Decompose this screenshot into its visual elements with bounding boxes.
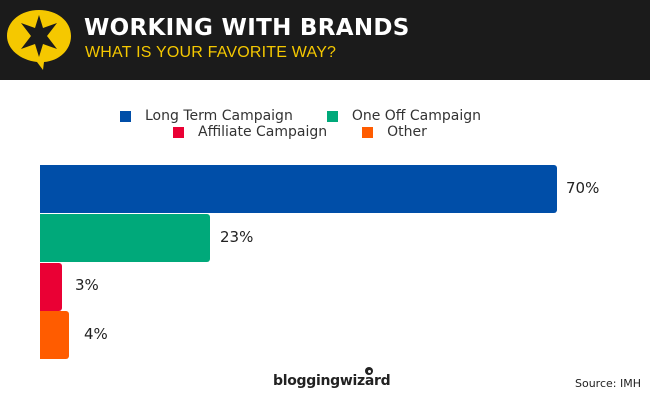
bar-affiliate: [40, 263, 62, 311]
legend-label: Long Term Campaign: [145, 108, 293, 124]
legend-label: Affiliate Campaign: [198, 124, 328, 140]
speech-bubble-star-icon: [7, 10, 71, 70]
bar-other: [40, 311, 69, 359]
bar-one-off: [40, 214, 210, 262]
legend-item-affiliate: Affiliate Campaign: [173, 124, 327, 140]
bar-value-affiliate: 3%: [75, 276, 99, 294]
legend-swatch-orange: [362, 126, 374, 138]
legend-label: One Off Campaign: [351, 108, 482, 124]
bar-long-term: [40, 165, 557, 213]
chart-title: WORKING WITH BRANDS: [84, 15, 410, 41]
bar-value-one-off: 23%: [220, 228, 254, 246]
legend-swatch-red: [173, 126, 184, 138]
chart-subtitle: WHAT IS YOUR FAVORITE WAY?: [85, 44, 337, 61]
legend-item-long-term: Long Term Campaign: [120, 108, 293, 124]
brand-dot-icon: [365, 367, 373, 375]
legend-item-one-off: One Off Campaign: [326, 108, 482, 124]
legend-swatch-green: [326, 110, 338, 122]
legend-swatch-blue: [120, 110, 131, 122]
bar-value-other: 4%: [84, 325, 108, 343]
bar-value-long-term: 70%: [566, 179, 600, 197]
brand-logo: bloggingwizard: [273, 373, 391, 389]
source-note: Source: IMH: [575, 377, 641, 390]
legend-label: Other: [387, 124, 427, 140]
legend-item-other: Other: [362, 124, 427, 140]
header-banner: WORKING WITH BRANDS WHAT IS YOUR FAVORIT…: [0, 0, 650, 80]
